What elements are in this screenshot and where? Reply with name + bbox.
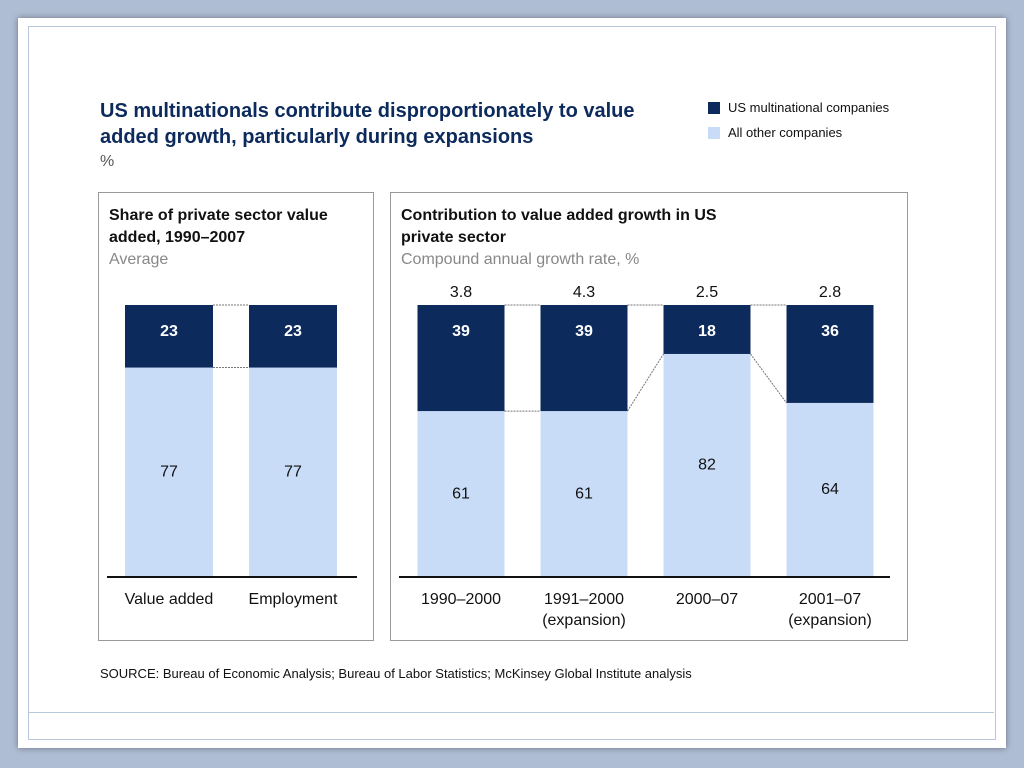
data-label: 82 <box>698 457 716 474</box>
bar-segment <box>125 305 213 368</box>
x-tick-label: 2001–07 <box>799 591 861 608</box>
bar-segment <box>540 411 628 577</box>
data-label: 77 <box>160 463 178 480</box>
data-label: 39 <box>452 323 470 340</box>
connector <box>627 353 664 412</box>
panel-subtitle: Compound annual growth rate, % <box>401 251 640 268</box>
data-label: 18 <box>698 323 716 340</box>
connector <box>750 353 787 404</box>
x-tick-label: 1991–2000 <box>544 591 624 608</box>
bar-segment <box>249 305 337 368</box>
data-label: 61 <box>575 485 593 502</box>
x-tick-label: Value added <box>125 591 214 608</box>
bar-segment <box>786 402 874 577</box>
legend-swatch <box>708 127 720 139</box>
bar-segment <box>663 305 751 354</box>
bar-segment <box>249 367 337 577</box>
divider <box>28 712 994 713</box>
panel-title: Share of private sector value added, 199… <box>109 207 328 246</box>
bar-segment <box>417 305 505 412</box>
data-label: 23 <box>160 323 178 340</box>
data-label: 61 <box>452 485 470 502</box>
bar-segment <box>786 305 874 403</box>
data-label: 36 <box>821 323 839 340</box>
legend-label: US multinational companies <box>728 100 890 115</box>
bar-segment <box>417 411 505 577</box>
total-label: 4.3 <box>573 284 595 301</box>
total-label: 2.8 <box>819 284 841 301</box>
bar-segment <box>540 305 628 412</box>
data-label: 39 <box>575 323 593 340</box>
x-tick-label: 1990–2000 <box>421 591 501 608</box>
data-label: 23 <box>284 323 302 340</box>
panel-title: Contribution to value added growth in US… <box>401 207 717 246</box>
data-label: 64 <box>821 481 839 498</box>
legend-swatch <box>708 102 720 114</box>
title: US multinationals contribute disproporti… <box>100 100 635 148</box>
frame <box>28 26 996 740</box>
data-label: 77 <box>284 463 302 480</box>
source: SOURCE: Bureau of Economic Analysis; Bur… <box>100 666 692 681</box>
legend-label: All other companies <box>728 125 843 140</box>
x-tick-label: Employment <box>249 591 338 608</box>
total-label: 2.5 <box>696 284 718 301</box>
bar-segment <box>125 367 213 577</box>
x-tick-label: (expansion) <box>542 612 626 629</box>
panel-subtitle: Average <box>109 251 169 268</box>
x-tick-label: (expansion) <box>788 612 872 629</box>
x-tick-label: 2000–07 <box>676 591 738 608</box>
unit: % <box>100 153 115 170</box>
total-label: 3.8 <box>450 284 472 301</box>
bar-segment <box>663 353 751 577</box>
